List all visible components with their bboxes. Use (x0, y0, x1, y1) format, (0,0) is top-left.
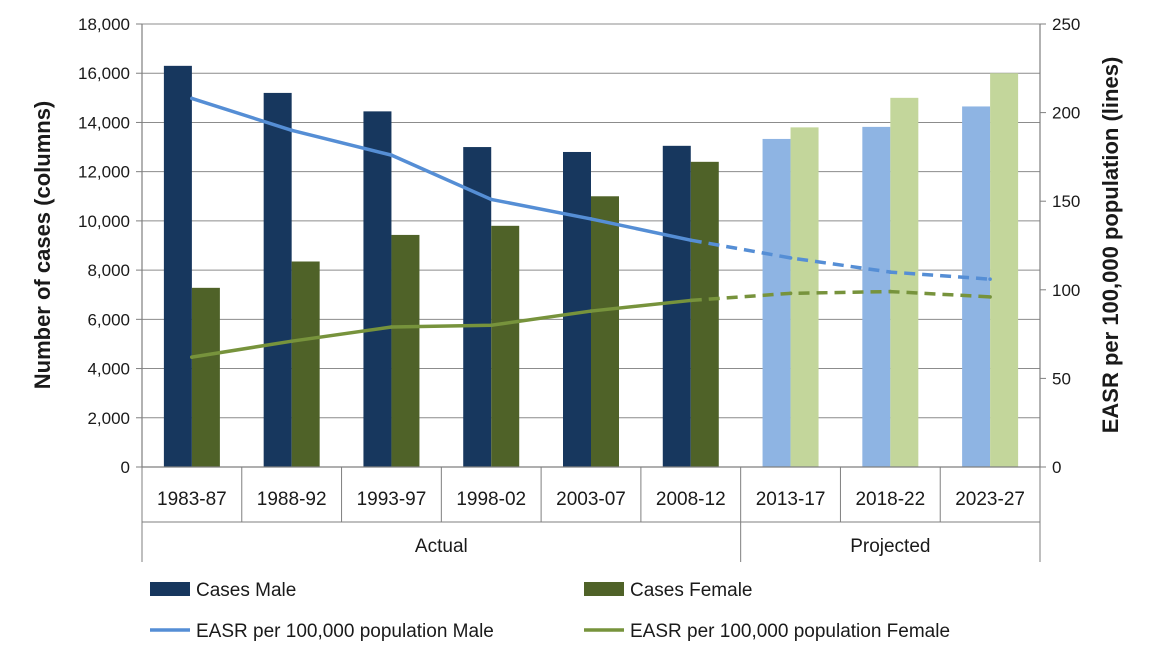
point-easr-per-100-000-population-male-2003-07 (589, 217, 593, 221)
x-tick-label: 1993-97 (357, 489, 427, 510)
y2-tick-label: 0 (1052, 458, 1061, 477)
y2-tick-label: 50 (1052, 369, 1071, 388)
point-easr-per-100-000-population-male-1993-97 (389, 153, 394, 157)
y-tick-label: 8,000 (87, 261, 130, 280)
point-easr-per-100-000-population-female-2003-07 (589, 309, 593, 313)
x-tick-label: 1983-87 (157, 489, 227, 510)
y-tick-label: 12,000 (78, 163, 130, 182)
point-easr-per-100-000-population-male-1988-92 (289, 128, 294, 133)
point-easr-per-100-000-population-female-1988-92 (289, 339, 294, 343)
y-tick-label: 6,000 (87, 310, 130, 329)
legend-label-cases-male: Cases Male (196, 580, 296, 601)
point-easr-per-100-000-population-female-1993-97 (389, 325, 394, 329)
point-easr-per-100-000-population-male-1983-87 (190, 96, 194, 101)
y2-tick-label: 150 (1052, 192, 1080, 211)
y-tick-label: 10,000 (78, 212, 130, 231)
point-easr-per-100-000-population-male-2018-22 (888, 270, 893, 274)
bar-cases-female-2018-22 (890, 97, 919, 467)
axes (136, 23, 1046, 562)
y2-tick-label: 200 (1052, 104, 1080, 123)
point-easr-per-100-000-population-female-1983-87 (190, 355, 194, 359)
y-tick-label: 2,000 (87, 409, 130, 428)
y-axis-title: Number of cases (columns) (30, 101, 55, 390)
y-axis-ticks: 0 2,000 4,000 6,000 8,000 10,000 12,000 14,000 1… (78, 15, 130, 477)
bar-cases-male-2023-27 (962, 106, 991, 468)
bar-cases-female-2003-07 (591, 196, 619, 467)
legend-swatch-cases-male (150, 582, 190, 596)
bar-cases-female-2023-27 (990, 73, 1019, 467)
y2-tick-label: 250 (1052, 15, 1080, 34)
point-easr-per-100-000-population-female-2008-12 (688, 298, 693, 303)
x-tick-label: 1998-02 (456, 489, 526, 510)
legend-label-easr-male: EASR per 100,000 population Male (196, 621, 494, 642)
y-tick-label: 14,000 (78, 113, 130, 132)
bar-cases-male-2018-22 (862, 126, 891, 467)
line-easr-per-100-000-population-male-projected (690, 238, 991, 281)
x-tick-label: 2008-12 (656, 489, 726, 510)
legend-swatch-cases-female (584, 582, 624, 596)
y-tick-label: 18,000 (78, 15, 130, 34)
group-labels: Actual Projected (415, 536, 931, 557)
y-tick-label: 0 (121, 458, 130, 477)
x-tick-label: 2018-22 (855, 489, 925, 510)
bar-cases-male-1983-87 (163, 65, 192, 467)
bar-cases-female-1998-02 (491, 225, 520, 467)
x-tick-label: 1988-92 (257, 489, 327, 510)
point-easr-per-100-000-population-male-2023-27 (988, 277, 992, 281)
point-easr-per-100-000-population-female-1998-02 (489, 323, 494, 328)
y2-axis-title: EASR per 100,000 population (lines) (1098, 57, 1123, 434)
x-tick-label: 2023-27 (955, 489, 1025, 510)
group-label: Actual (415, 536, 468, 557)
point-easr-per-100-000-population-female-2018-22 (888, 289, 893, 294)
category-labels: 1983-87 1988-92 1993-97 1998-02 2003-07 2008-… (157, 489, 1025, 510)
series-lines (190, 96, 992, 359)
legend-label-cases-female: Cases Female (630, 580, 753, 601)
x-tick-label: 2013-17 (756, 489, 826, 510)
line-easr-per-100-000-population-female-actual (190, 298, 693, 359)
point-easr-per-100-000-population-female-2013-17 (788, 291, 793, 296)
bar-cases-male-1993-97 (363, 111, 392, 467)
bar-cases-male-2003-07 (563, 151, 591, 467)
point-easr-per-100-000-population-female-2023-27 (988, 295, 992, 299)
bar-cases-female-1988-92 (291, 261, 320, 467)
y-tick-label: 4,000 (87, 360, 130, 379)
point-easr-per-100-000-population-male-1998-02 (489, 197, 494, 202)
line-easr-per-100-000-population-male-actual (190, 96, 693, 242)
bar-cases-male-2008-12 (662, 145, 691, 467)
point-easr-per-100-000-population-male-2013-17 (788, 256, 793, 260)
bar-cases-male-2013-17 (762, 138, 791, 467)
point-easr-per-100-000-population-male-2008-12 (688, 238, 693, 242)
bar-cases-female-2008-12 (690, 161, 719, 468)
bar-cases-female-1983-87 (191, 287, 220, 467)
bar-cases-male-1998-02 (463, 147, 492, 468)
y2-tick-label: 100 (1052, 281, 1080, 300)
line-easr-per-100-000-population-female-projected (690, 289, 991, 303)
legend: Cases Male Cases Female EASR per 100,000… (150, 580, 950, 642)
x-tick-label: 2003-07 (556, 489, 626, 510)
bars (163, 65, 1019, 468)
bar-cases-female-1993-97 (391, 234, 420, 467)
bar-cases-male-1988-92 (263, 92, 292, 468)
bar-cases-female-2013-17 (790, 127, 819, 467)
y-tick-label: 16,000 (78, 64, 130, 83)
legend-label-easr-female: EASR per 100,000 population Female (630, 621, 950, 642)
group-label: Projected (850, 536, 930, 557)
y2-axis-ticks: 0 50 100 150 200 250 (1052, 15, 1080, 477)
